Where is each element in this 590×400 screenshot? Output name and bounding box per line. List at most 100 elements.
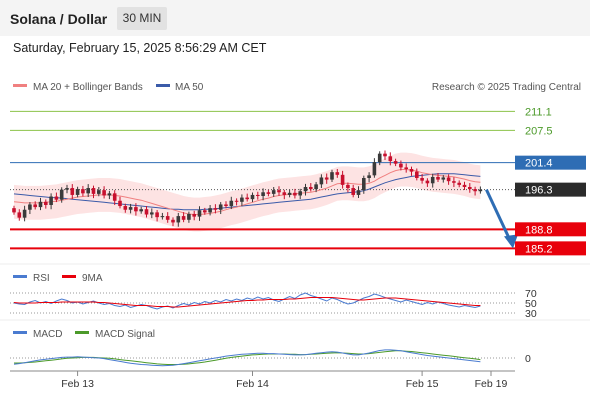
- candle-body: [218, 204, 223, 210]
- candle-body: [409, 169, 414, 172]
- candle-body: [250, 194, 255, 200]
- candle-body: [436, 176, 440, 180]
- candle-body: [123, 206, 128, 210]
- candle-body: [319, 177, 324, 185]
- candle-body: [187, 213, 191, 220]
- candle-body: [261, 192, 265, 196]
- candle-body: [335, 172, 340, 175]
- candle-body: [134, 207, 138, 212]
- candle-body: [277, 190, 281, 193]
- chart-title: Solana / Dollar: [10, 11, 108, 27]
- ma20-legend-swatch: [13, 84, 27, 87]
- candle-body: [65, 188, 69, 190]
- candle-body: [420, 178, 424, 181]
- ma50-line: [13, 173, 481, 211]
- candle-body: [393, 161, 398, 164]
- candle-body: [362, 178, 366, 191]
- candle-body: [54, 196, 59, 200]
- candle-body: [165, 216, 170, 220]
- candle-body: [107, 193, 112, 196]
- rsi-ma-line: [13, 297, 481, 308]
- rsi-legend-label: RSI: [33, 273, 50, 284]
- candle-body: [457, 182, 461, 185]
- macd-tick-0: 0: [525, 353, 531, 365]
- macd-line: [13, 349, 481, 367]
- candle-body: [181, 216, 186, 220]
- candle-body: [91, 188, 96, 194]
- candle-body: [340, 174, 345, 185]
- candle-body: [388, 156, 393, 162]
- candle-body: [112, 193, 117, 201]
- candle-body: [70, 188, 75, 195]
- level-label-207.5: 207.5: [525, 125, 553, 137]
- candle-body: [49, 196, 53, 205]
- forecast-arrow-shaft: [485, 189, 513, 243]
- rsi-ma-legend-label: 9MA: [82, 273, 103, 284]
- candle-body: [462, 184, 467, 187]
- datetime-label: Saturday, February 15, 2025 8:56:29 AM C…: [13, 41, 267, 55]
- candle-body: [399, 163, 403, 168]
- candle-body: [473, 189, 477, 192]
- macd-legend-label: MACD: [33, 329, 62, 340]
- ma20-legend-label: MA 20 + Bollinger Bands: [33, 82, 143, 93]
- x-tick-label: Feb 19: [475, 378, 508, 390]
- candle-body: [478, 189, 483, 192]
- candle-body: [229, 200, 234, 207]
- candle-body: [330, 172, 334, 180]
- candle-body: [383, 153, 387, 157]
- candle-body: [266, 192, 271, 194]
- rsi-tick-50: 50: [525, 298, 537, 310]
- candle-body: [234, 200, 239, 202]
- candle-body: [176, 216, 181, 223]
- candle-body: [128, 207, 133, 210]
- candle-body: [81, 189, 85, 194]
- forecast-arrow-head: [504, 234, 518, 249]
- level-badge-196.3: [515, 182, 586, 197]
- candle-body: [468, 186, 472, 190]
- level-label-196.3: 196.3: [525, 185, 553, 197]
- rsi-ma-legend-swatch: [62, 275, 76, 278]
- candle-body: [75, 189, 80, 195]
- candle-body: [160, 216, 165, 218]
- candle-body: [12, 208, 16, 213]
- candle-body: [287, 192, 292, 195]
- candle-body: [118, 200, 122, 207]
- header-bar: [0, 0, 590, 36]
- forecast-arrow: [485, 189, 518, 249]
- candle-body: [102, 190, 106, 196]
- candle-body: [346, 184, 350, 189]
- candle-body: [59, 189, 64, 200]
- macd-signal-legend-swatch: [75, 331, 89, 334]
- level-label-188.8: 188.8: [525, 224, 553, 236]
- candle-body: [324, 177, 329, 180]
- candle-body: [271, 190, 276, 194]
- candle-body: [298, 191, 302, 196]
- level-badge-201.4: [515, 155, 586, 170]
- candle-body: [86, 188, 90, 194]
- candle-body: [309, 186, 313, 190]
- ma20-line: [13, 169, 481, 215]
- candle-body: [293, 192, 297, 196]
- candle-body: [144, 209, 149, 215]
- x-axis: Feb 13 Feb 14 Feb 15 Feb 19: [61, 371, 507, 390]
- candle-body: [441, 177, 446, 180]
- candle-body: [351, 188, 355, 195]
- candle-body: [430, 176, 435, 184]
- candle-body: [203, 210, 207, 213]
- x-tick-label: Feb 14: [236, 378, 269, 390]
- candle-body: [372, 162, 377, 176]
- x-tick-label: Feb 13: [61, 378, 94, 390]
- candle-body: [33, 204, 37, 208]
- candle-body: [155, 212, 159, 218]
- macd-legend-swatch: [13, 331, 27, 334]
- timeframe-selector[interactable]: 30 MIN: [117, 7, 167, 30]
- candle-body: [139, 209, 143, 212]
- candle-body: [245, 197, 249, 200]
- candle-body: [303, 186, 308, 192]
- candle-body: [282, 192, 287, 195]
- candle-body: [415, 171, 419, 178]
- candle-body: [28, 204, 32, 210]
- macd-signal-legend-label: MACD Signal: [95, 329, 155, 340]
- candle-body: [192, 213, 196, 217]
